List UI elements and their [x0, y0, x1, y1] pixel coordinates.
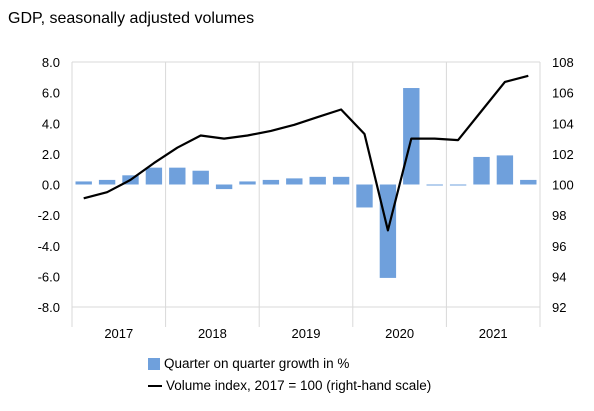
bar — [239, 181, 256, 185]
y-left-tick-label: -2.0 — [38, 208, 60, 223]
bar — [262, 179, 280, 185]
legend-label-growth: Quarter on quarter growth in % — [164, 356, 350, 371]
bar — [98, 179, 116, 185]
y-right-tick-label: 108 — [552, 55, 574, 70]
legend-item-volume: Volume index, 2017 = 100 (right-hand sca… — [148, 378, 431, 393]
y-right-tick-label: 96 — [552, 239, 566, 254]
y-left-tick-label: -6.0 — [38, 269, 60, 284]
x-tick-label: 2018 — [198, 326, 227, 341]
bar — [496, 155, 514, 185]
y-right-tick-label: 104 — [552, 116, 574, 131]
y-right-tick-label: 94 — [552, 269, 566, 284]
bar — [309, 176, 326, 185]
bar — [286, 178, 303, 185]
y-left-tick-label: 4.0 — [42, 116, 60, 131]
bar — [332, 176, 350, 185]
y-left-tick-label: 0.0 — [42, 178, 60, 193]
legend-label-volume: Volume index, 2017 = 100 (right-hand sca… — [166, 378, 432, 393]
bar — [75, 181, 92, 185]
bar — [426, 184, 443, 186]
bar — [356, 184, 373, 208]
bar — [192, 170, 209, 185]
legend-line-swatch — [148, 384, 162, 387]
legend-item-growth: Quarter on quarter growth in % — [148, 356, 349, 371]
x-tick-label: 2021 — [479, 326, 508, 341]
y-left-tick-label: 8.0 — [42, 55, 60, 70]
bar — [215, 184, 233, 190]
chart-title: GDP, seasonally adjusted volumes — [8, 10, 255, 27]
y-left-tick-label: 2.0 — [42, 147, 60, 162]
x-tick-label: 2019 — [292, 326, 321, 341]
bar — [520, 179, 537, 185]
line-series — [83, 74, 529, 232]
bar — [169, 167, 186, 185]
y-right-tick-label: 102 — [552, 147, 574, 162]
bar — [449, 184, 467, 186]
y-right-tick-label: 106 — [552, 86, 574, 101]
x-tick-label: 2017 — [104, 326, 133, 341]
y-right-tick-label: 100 — [552, 178, 574, 193]
x-tick-label: 2020 — [385, 326, 414, 341]
y-right-tick-label: 98 — [552, 208, 566, 223]
y-left-tick-label: 6.0 — [42, 86, 60, 101]
bar — [473, 156, 490, 185]
legend-bar-swatch — [148, 357, 160, 370]
y-left-tick-label: -4.0 — [38, 239, 60, 254]
y-left-tick-label: -8.0 — [38, 300, 60, 315]
bar — [403, 88, 420, 185]
bar — [145, 167, 163, 185]
y-right-tick-label: 92 — [552, 300, 566, 315]
